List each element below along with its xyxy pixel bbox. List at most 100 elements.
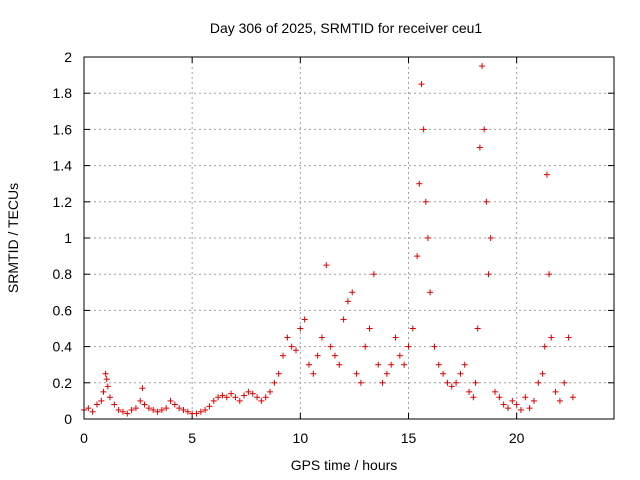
data-point: [193, 410, 200, 417]
data-point: [171, 401, 178, 408]
data-point: [481, 126, 488, 133]
data-point: [219, 392, 226, 399]
data-point: [509, 397, 516, 404]
y-tick-label: 0.6: [53, 302, 73, 318]
y-tick-label: 1.2: [53, 194, 73, 210]
data-point: [267, 388, 274, 395]
x-tick-label: 5: [188, 430, 196, 446]
plot-frame: [83, 56, 615, 420]
data-point: [552, 388, 559, 395]
data-point: [284, 334, 291, 341]
data-point: [541, 343, 548, 350]
data-point: [392, 334, 399, 341]
data-point: [424, 235, 431, 241]
data-point: [228, 390, 235, 397]
x-tick-label: 0: [80, 430, 88, 446]
data-point: [115, 406, 122, 413]
data-point: [139, 385, 146, 392]
y-tick-label: 1: [64, 230, 72, 246]
data-point: [505, 405, 511, 412]
x-tick-label: 10: [293, 430, 309, 446]
data-point: [210, 397, 217, 404]
data-point: [479, 63, 486, 70]
data-point: [470, 394, 477, 401]
data-point: [418, 81, 425, 88]
data-point: [93, 401, 100, 408]
data-point: [85, 405, 92, 412]
data-point: [474, 325, 481, 332]
y-tick-label: 1.8: [53, 85, 73, 101]
data-point: [340, 316, 347, 323]
data-point: [500, 401, 507, 408]
data-point: [124, 410, 131, 417]
data-point: [492, 388, 499, 395]
data-point: [103, 376, 110, 383]
data-point: [305, 361, 312, 368]
y-tick-label: 0.2: [53, 375, 73, 391]
data-point: [416, 180, 423, 187]
x-tick-label: 20: [509, 430, 525, 446]
data-point: [288, 343, 295, 350]
data-point: [202, 406, 209, 413]
data-point: [236, 397, 243, 404]
x-axis-label: GPS time / hours: [291, 457, 398, 473]
data-point: [530, 397, 537, 404]
data-point: [539, 370, 546, 377]
data-point: [280, 352, 287, 359]
y-tick-label: 0: [64, 411, 72, 427]
data-point: [106, 394, 113, 401]
data-point: [197, 408, 204, 415]
data-point: [176, 405, 183, 412]
data-point: [375, 361, 382, 368]
data-point: [485, 271, 492, 278]
data-point: [344, 298, 351, 305]
data-point: [357, 379, 364, 386]
data-point: [546, 271, 553, 278]
data-point: [543, 171, 550, 178]
data-point: [323, 262, 330, 269]
data-point: [420, 126, 427, 133]
data-point: [466, 388, 473, 395]
data-point: [245, 388, 252, 395]
data-point: [180, 406, 187, 413]
y-tick-label: 1.4: [53, 158, 73, 174]
data-point: [275, 370, 282, 377]
data-point: [457, 370, 464, 377]
data-point: [483, 198, 490, 205]
data-point: [448, 383, 455, 390]
data-point: [89, 408, 96, 415]
data-point: [435, 361, 442, 368]
data-point: [522, 394, 529, 401]
tick-layer: 00.20.40.60.811.21.41.61.820 5 10 15 20: [53, 49, 614, 446]
data-point: [561, 379, 568, 386]
data-point: [556, 397, 563, 404]
data-point: [431, 343, 438, 350]
data-point: [119, 408, 126, 415]
data-point: [440, 370, 447, 377]
data-point: [314, 352, 321, 359]
data-point: [249, 390, 256, 397]
data-point: [206, 403, 213, 410]
y-tick-label: 1.6: [53, 121, 73, 137]
grid-layer: [84, 57, 614, 419]
data-point: [565, 334, 572, 341]
data-point: [132, 405, 139, 412]
data-point: [401, 361, 408, 368]
data-point: [258, 397, 265, 404]
data-point: [232, 394, 239, 401]
y-axis-label: SRMTID / TECUs: [5, 183, 21, 293]
data-points: [81, 63, 576, 417]
data-point: [383, 370, 390, 377]
data-point: [158, 406, 165, 413]
y-tick-label: 2: [64, 49, 72, 65]
data-point: [388, 361, 395, 368]
data-point: [476, 144, 483, 151]
data-point: [379, 379, 386, 386]
data-point: [271, 379, 278, 386]
data-point: [327, 343, 334, 350]
data-point: [241, 392, 248, 399]
data-point: [137, 397, 144, 404]
data-point: [318, 334, 325, 341]
y-tick-label: 0.4: [53, 339, 73, 355]
